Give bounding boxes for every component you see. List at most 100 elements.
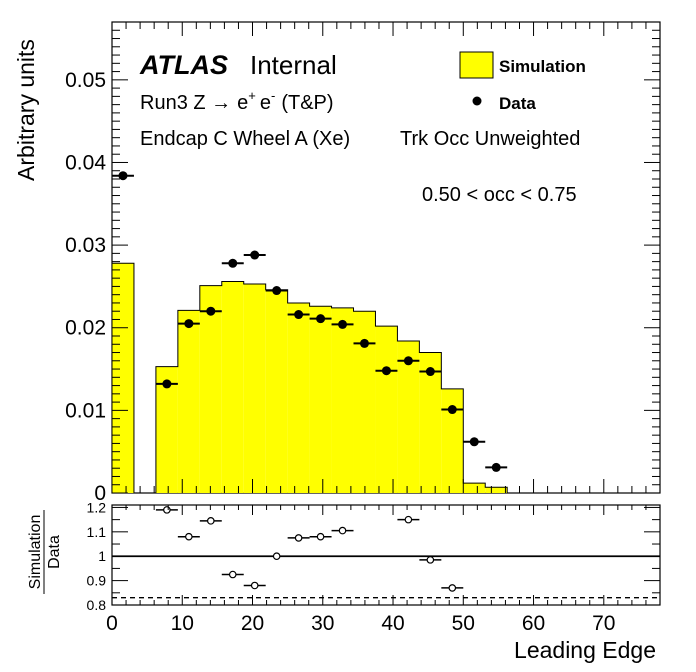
ratio-y-tick-label: 1.1 bbox=[87, 524, 107, 540]
simulation-bar bbox=[353, 311, 376, 493]
main-y-tick-label: 0.05 bbox=[65, 69, 106, 92]
simulation-bar bbox=[287, 302, 310, 493]
main-y-tick-label: 0.02 bbox=[65, 317, 106, 340]
main-y-tick-label: 0.01 bbox=[65, 399, 106, 422]
x-tick-label: 50 bbox=[452, 612, 475, 635]
data-point bbox=[338, 319, 348, 329]
data-point bbox=[206, 306, 216, 316]
main-y-tick-label: 0.04 bbox=[65, 151, 106, 174]
data-point bbox=[425, 367, 435, 377]
data-point bbox=[118, 171, 128, 181]
ratio-y-tick-labels: 0.8 0.9 1 1.1 1.2 bbox=[87, 499, 107, 613]
positron-symbol: e bbox=[237, 92, 248, 114]
main-y-tick-label: 0.03 bbox=[65, 234, 106, 257]
x-tick-label: 10 bbox=[171, 612, 194, 635]
data-point bbox=[316, 314, 326, 324]
simulation-bar bbox=[397, 340, 420, 493]
data-point bbox=[184, 319, 194, 329]
plus-superscript: + bbox=[248, 88, 256, 103]
simulation-bar bbox=[112, 263, 134, 493]
simulation-bar bbox=[243, 283, 266, 493]
simulation-bar bbox=[419, 352, 442, 493]
ratio-x-ticks bbox=[111, 505, 661, 605]
weighting-label: Trk Occ Unweighted bbox=[400, 128, 580, 150]
ratio-point bbox=[163, 506, 171, 514]
ratio-y-ticks bbox=[112, 506, 660, 606]
ratio-point bbox=[206, 517, 215, 525]
simulation-bar bbox=[155, 366, 178, 493]
electron-symbol: e bbox=[260, 92, 271, 114]
ratio-panel: 0.8 0.9 1 1.1 1.2 0 10 20 30 40 50 60 70 bbox=[87, 499, 661, 635]
atlas-label: ATLAS bbox=[139, 50, 228, 80]
simulation-bar bbox=[485, 487, 508, 493]
data-point bbox=[359, 338, 369, 348]
simulation-bar bbox=[177, 310, 200, 493]
y-axis-title: Arbitrary units bbox=[13, 39, 39, 181]
main-y-tick-labels: 0 0.01 0.02 0.03 0.04 0.05 bbox=[65, 69, 106, 505]
tp-label: (T&P) bbox=[281, 92, 333, 114]
x-tick-label: 40 bbox=[381, 612, 404, 635]
simulation-bar bbox=[441, 388, 464, 493]
legend: Simulation Data bbox=[459, 51, 586, 113]
x-tick-labels: 0 10 20 30 40 50 60 70 bbox=[106, 612, 615, 635]
x-axis-title: Leading Edge bbox=[514, 637, 656, 663]
ratio-denominator-label: Data bbox=[46, 535, 63, 569]
data-point bbox=[272, 286, 282, 296]
simulation-histogram bbox=[111, 262, 508, 493]
ratio-point bbox=[404, 515, 413, 524]
ratio-point bbox=[250, 581, 259, 590]
ratio-point bbox=[272, 552, 281, 561]
legend-data-label: Data bbox=[499, 94, 536, 113]
process-label: Run3 Z → e+ e- (T&P) bbox=[140, 88, 334, 114]
data-point bbox=[469, 437, 479, 447]
main-y-tick-label: 0 bbox=[94, 482, 106, 505]
minus-superscript: - bbox=[271, 88, 275, 103]
process-prefix: Run3 Z bbox=[140, 92, 211, 114]
legend-simulation-label: Simulation bbox=[499, 57, 586, 76]
ratio-point bbox=[448, 584, 457, 592]
legend-simulation-swatch bbox=[459, 51, 494, 79]
data-point bbox=[250, 250, 260, 260]
region-label: Endcap C Wheel A (Xe) bbox=[140, 128, 350, 150]
x-tick-label: 20 bbox=[241, 612, 264, 635]
main-panel: 0 0.01 0.02 0.03 0.04 0.05 bbox=[65, 21, 661, 505]
simulation-outline bbox=[111, 262, 508, 493]
x-tick-label: 70 bbox=[592, 612, 615, 635]
simulation-bar bbox=[221, 281, 244, 493]
simulation-bar bbox=[265, 289, 288, 493]
ratio-plot-frame bbox=[111, 504, 661, 606]
data-point bbox=[228, 258, 238, 268]
data-point bbox=[162, 379, 172, 389]
annotations: ATLAS Internal Run3 Z → e+ e- (T&P) Endcap … bbox=[139, 50, 580, 206]
main-y-ticks bbox=[112, 21, 660, 494]
data-point bbox=[447, 405, 457, 415]
arrow-symbol: → bbox=[211, 92, 231, 114]
ratio-points bbox=[155, 506, 464, 592]
ratio-point bbox=[338, 526, 347, 535]
data-point bbox=[294, 310, 304, 320]
data-point bbox=[381, 366, 391, 376]
simulation-bar bbox=[463, 483, 486, 493]
x-tick-label: 60 bbox=[522, 612, 545, 635]
internal-label: Internal bbox=[250, 50, 337, 80]
ratio-point bbox=[294, 534, 303, 542]
ratio-point bbox=[185, 532, 193, 541]
ratio-point bbox=[228, 570, 237, 579]
data-point bbox=[403, 356, 413, 366]
ratio-point bbox=[426, 556, 435, 564]
ratio-point bbox=[316, 532, 325, 541]
simulation-bar bbox=[375, 326, 398, 493]
ratio-y-tick-label: 1 bbox=[98, 548, 106, 564]
ratio-y-tick-label: 0.8 bbox=[87, 597, 107, 613]
simulation-bar bbox=[199, 285, 222, 493]
x-tick-label: 30 bbox=[311, 612, 334, 635]
ratio-y-tick-label: 1.2 bbox=[87, 499, 107, 515]
data-point bbox=[491, 462, 501, 472]
x-tick-label: 0 bbox=[106, 612, 118, 635]
occupancy-range-label: 0.50 < occ < 0.75 bbox=[422, 184, 577, 206]
legend-data-marker bbox=[472, 96, 482, 106]
ratio-y-axis-title: Simulation Data bbox=[27, 510, 63, 594]
main-x-ticks bbox=[111, 22, 661, 493]
ratio-numerator-label: Simulation bbox=[27, 515, 44, 590]
